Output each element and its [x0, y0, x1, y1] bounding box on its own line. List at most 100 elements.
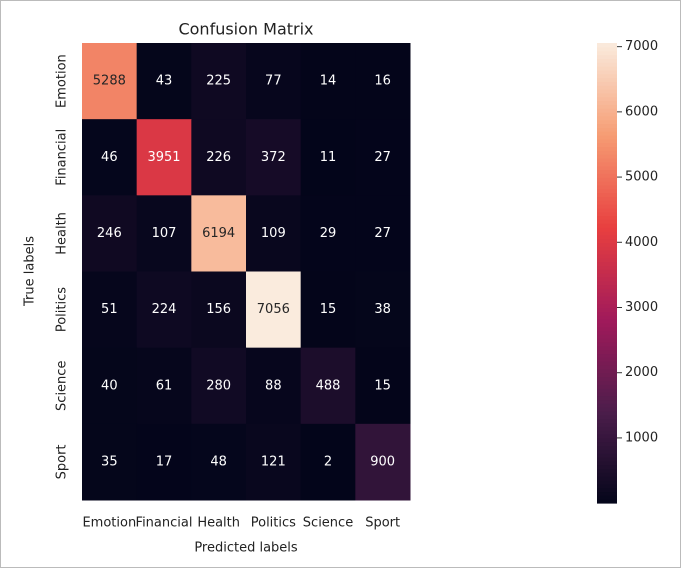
colorbar-segment [597, 108, 617, 113]
cell-label: 107 [152, 226, 177, 241]
cell-label: 77 [265, 74, 282, 89]
colorbar-tick-label: 1000 [625, 430, 658, 445]
cell [246, 347, 302, 425]
cell [136, 347, 192, 425]
cell-label: 43 [156, 74, 173, 89]
colorbar-segment [597, 253, 617, 259]
colorbar-segment [597, 50, 617, 56]
cell-label: 46 [101, 150, 118, 165]
colorbar-segment [597, 184, 617, 190]
colorbar-segment [597, 250, 617, 255]
cell [355, 195, 411, 272]
colorbar-segment [597, 307, 617, 312]
cell [191, 271, 247, 349]
cell-label: 109 [261, 226, 286, 241]
colorbar-segment [597, 146, 617, 151]
cell-label: 51 [101, 302, 118, 317]
cell-label: 88 [265, 378, 282, 393]
colorbar-segment [597, 96, 617, 102]
colorbar-segment [597, 380, 617, 385]
cell-label: 121 [261, 454, 286, 469]
colorbar-segment [597, 472, 617, 477]
colorbar-segment [597, 441, 617, 447]
cell [300, 119, 356, 196]
cell-label: 40 [101, 378, 118, 393]
colorbar-segment [597, 73, 617, 79]
colorbar-segment [597, 119, 617, 125]
colorbar-segment [597, 215, 617, 220]
cell-label: 35 [101, 454, 118, 469]
colorbar-segment [597, 58, 617, 63]
colorbar-segment [597, 437, 617, 443]
colorbar-segment [597, 303, 617, 309]
colorbar-segment [597, 284, 617, 289]
colorbar-segment [597, 491, 617, 496]
colorbar-segment [597, 207, 617, 213]
colorbar-segment [597, 457, 617, 462]
colorbar-segment [597, 181, 617, 186]
colorbar-segment [597, 123, 617, 128]
colorbar-segment [597, 407, 617, 412]
colorbar-segment [597, 368, 617, 374]
colorbar-segment [597, 357, 617, 362]
colorbar-segment [597, 238, 617, 243]
colorbar-segment [597, 468, 617, 473]
colorbar-segment [597, 54, 617, 59]
colorbar-segment [597, 135, 617, 140]
colorbar-segment [597, 345, 617, 351]
cell-label: 6194 [202, 226, 235, 241]
cell [246, 119, 302, 196]
cell-label: 15 [374, 378, 391, 393]
cell [82, 271, 138, 349]
cell [136, 423, 192, 501]
colorbar-segment [597, 299, 617, 305]
colorbar-segment [597, 200, 617, 205]
cell-label: 156 [206, 302, 231, 317]
colorbar-segment [597, 403, 617, 408]
colorbar-segment [597, 434, 617, 439]
chart-title: Confusion Matrix [178, 20, 313, 39]
colorbar-segment [597, 127, 617, 132]
y-tick-label: Financial [55, 129, 70, 186]
colorbar-segment [597, 257, 617, 263]
colorbar-segment [597, 391, 617, 397]
colorbar-segment [597, 322, 617, 328]
cell [246, 423, 302, 501]
cell-label: 15 [320, 302, 337, 317]
cell [82, 43, 138, 120]
cell-label: 246 [97, 226, 122, 241]
colorbar-segment [597, 483, 617, 489]
cell [300, 43, 356, 120]
cell-label: 17 [156, 454, 173, 469]
colorbar-segment [597, 384, 617, 389]
cell [82, 119, 138, 196]
cell-label: 11 [320, 150, 337, 165]
colorbar-segment [597, 326, 617, 332]
cell [82, 423, 138, 501]
colorbar-segment [597, 43, 617, 48]
colorbar-segment [597, 445, 617, 450]
cell [300, 195, 356, 272]
colorbar-segment [597, 280, 617, 286]
cell-label: 29 [320, 226, 337, 241]
colorbar-segment [597, 169, 617, 174]
colorbar-segment [597, 161, 617, 167]
colorbar-segment [597, 487, 617, 493]
colorbar-tick-label: 3000 [625, 300, 658, 315]
cell-label: 61 [156, 378, 173, 393]
x-axis-label: Predicted labels [194, 541, 298, 556]
colorbar-segment [597, 66, 617, 71]
cell [191, 347, 247, 425]
y-tick-label: Emotion [55, 54, 70, 108]
colorbar-segment [597, 112, 617, 117]
colorbar-segment [597, 265, 617, 270]
colorbar-segment [597, 89, 617, 94]
cell [191, 195, 247, 272]
x-tick-label: Politics [251, 516, 296, 531]
colorbar-tick-label: 5000 [625, 170, 658, 185]
cell [355, 423, 411, 501]
colorbar-segment [597, 104, 617, 109]
cell [191, 43, 247, 120]
cell [136, 119, 192, 196]
